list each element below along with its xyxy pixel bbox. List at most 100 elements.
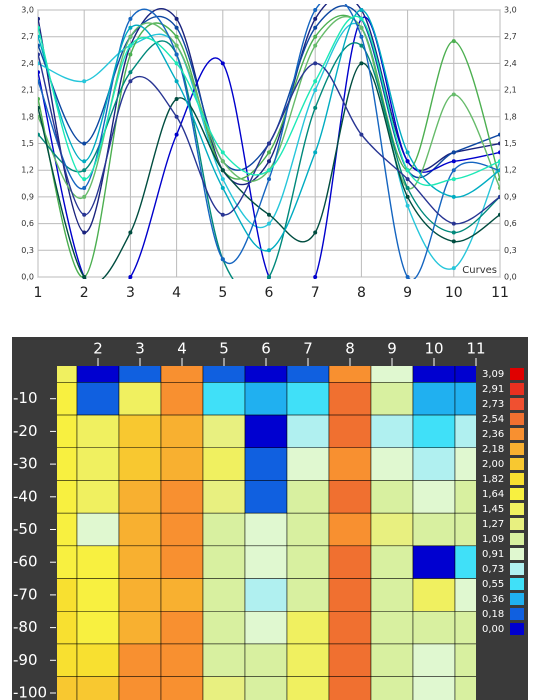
legend-label: 2,73 — [482, 399, 504, 410]
point — [82, 212, 87, 217]
cell — [370, 414, 414, 449]
cell — [412, 414, 456, 449]
cell — [118, 578, 162, 612]
cell — [328, 643, 372, 677]
point — [82, 168, 87, 173]
cell — [286, 676, 330, 700]
legend-swatch — [510, 518, 524, 530]
cell — [286, 447, 330, 481]
point — [220, 212, 225, 217]
point — [405, 194, 410, 199]
legend-label: 0,36 — [482, 594, 504, 605]
x-tick-label: 6 — [265, 285, 274, 301]
x-tick-label: 3 — [135, 340, 145, 358]
cell — [454, 480, 476, 514]
cell — [412, 480, 456, 514]
y-tick-label: -90 — [13, 651, 38, 669]
cell — [118, 447, 162, 481]
point — [174, 25, 179, 30]
y-tick-label-right: 0,6 — [504, 219, 517, 228]
point — [174, 16, 179, 21]
legend-swatch — [510, 383, 524, 395]
point — [38, 97, 40, 101]
cell — [76, 643, 120, 677]
cell — [412, 643, 456, 677]
y-tick-label: -20 — [13, 422, 38, 440]
point — [82, 141, 87, 146]
legend-label: 2,36 — [482, 429, 504, 440]
cell — [160, 676, 204, 700]
y-tick-label: -50 — [13, 520, 38, 538]
cell — [202, 480, 246, 514]
point — [405, 275, 410, 279]
point — [174, 34, 179, 39]
point — [174, 43, 179, 48]
point — [220, 159, 225, 164]
cell — [286, 545, 330, 579]
point — [267, 221, 271, 226]
cell — [328, 512, 372, 547]
cell — [160, 480, 204, 514]
cell — [118, 676, 162, 700]
cell — [370, 447, 414, 481]
x-tick-label: 8 — [357, 285, 366, 301]
legend-label: 1,27 — [482, 519, 504, 530]
cell — [244, 414, 288, 449]
point — [359, 34, 364, 39]
cell — [202, 512, 246, 547]
cell — [412, 382, 456, 416]
point — [451, 221, 456, 226]
x-tick-label: 8 — [345, 340, 355, 358]
cell — [412, 611, 456, 645]
cell — [202, 447, 246, 481]
cell — [412, 676, 456, 700]
legend-label: 1,64 — [482, 489, 504, 500]
x-tick-label: 10 — [445, 285, 463, 301]
legend-label: 2,91 — [482, 384, 504, 395]
point — [498, 212, 500, 217]
point — [220, 61, 225, 66]
point — [267, 141, 271, 146]
y-tick-label: 0,9 — [21, 192, 34, 201]
y-tick-label: -80 — [13, 618, 38, 636]
cell — [454, 545, 476, 579]
cell — [118, 382, 162, 416]
point — [359, 25, 364, 30]
cell — [76, 447, 120, 481]
cell — [76, 676, 120, 700]
legend-swatch — [510, 533, 524, 545]
legend-swatch — [510, 623, 524, 635]
x-tick-label: 9 — [387, 340, 397, 358]
point — [220, 150, 225, 155]
cell — [244, 382, 288, 416]
cell — [454, 366, 476, 383]
legend-swatch — [510, 488, 524, 500]
y-tick-label: 2,7 — [21, 32, 34, 41]
legend-swatch — [510, 548, 524, 560]
point — [267, 159, 271, 164]
legend-swatch — [510, 428, 524, 440]
point — [174, 114, 179, 119]
cell — [160, 611, 204, 645]
cell — [76, 480, 120, 514]
point — [313, 34, 318, 39]
point — [82, 230, 87, 235]
cell — [118, 414, 162, 449]
cell — [412, 447, 456, 481]
point — [451, 230, 456, 235]
point — [498, 141, 500, 146]
point — [313, 8, 318, 12]
point — [405, 159, 410, 164]
cell — [244, 676, 288, 700]
point — [128, 16, 133, 21]
cell — [76, 512, 120, 547]
x-tick-label: 7 — [311, 285, 320, 301]
cell — [454, 447, 476, 481]
legend-label: 0,91 — [482, 549, 504, 560]
point — [313, 105, 318, 110]
point — [313, 61, 318, 66]
point — [313, 150, 318, 155]
cell — [328, 382, 372, 416]
point — [405, 150, 410, 155]
cell — [454, 676, 476, 700]
